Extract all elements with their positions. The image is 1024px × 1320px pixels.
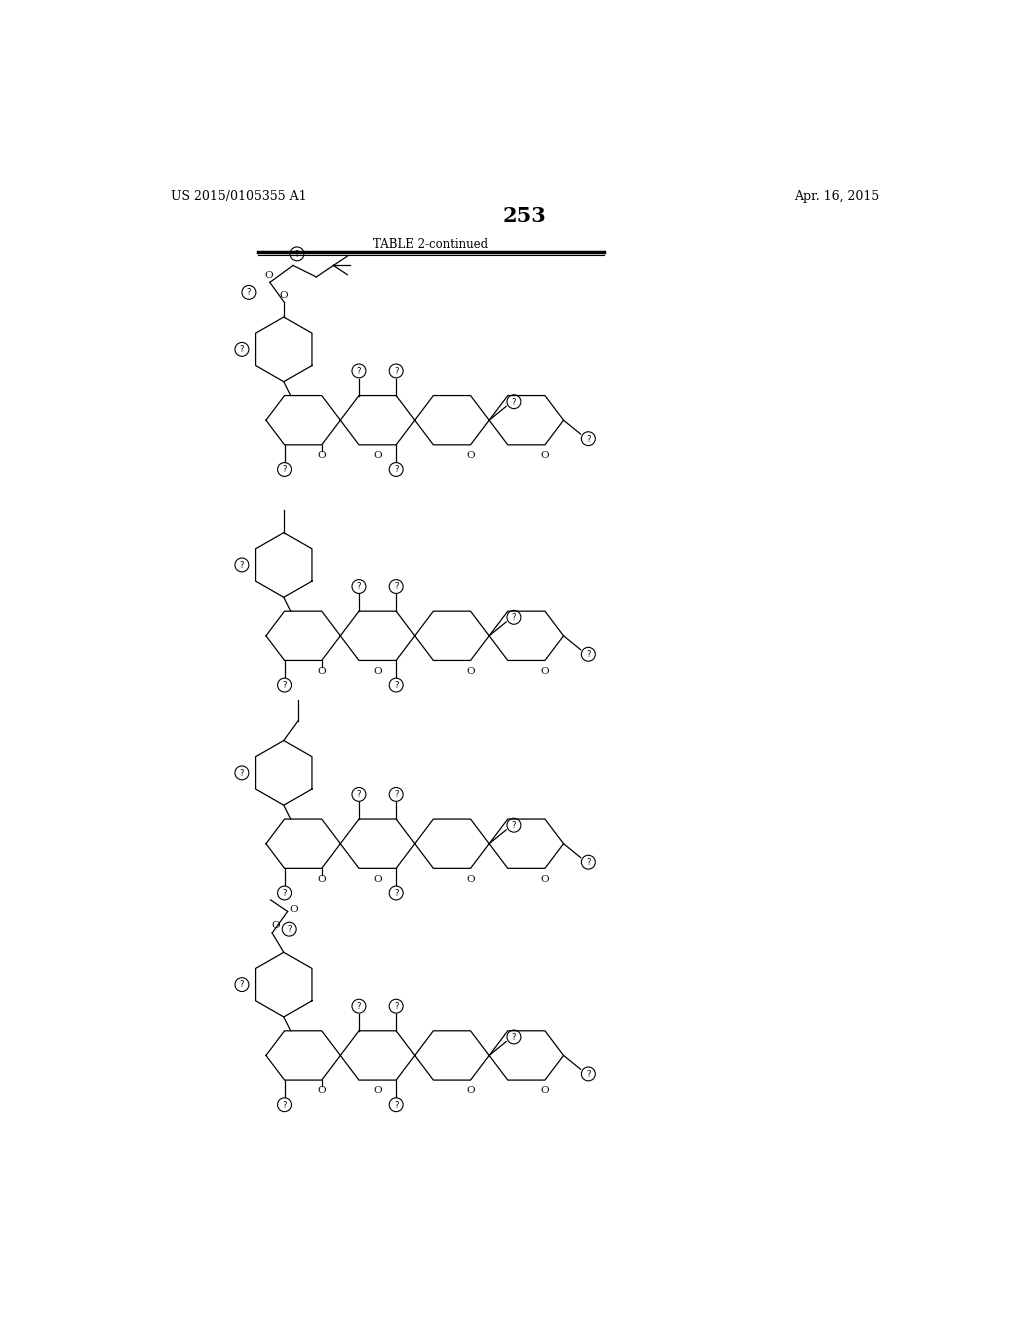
Text: US 2015/0105355 A1: US 2015/0105355 A1: [171, 190, 306, 203]
Text: ?: ?: [394, 681, 398, 690]
Text: ?: ?: [240, 346, 244, 354]
Text: O: O: [317, 875, 326, 883]
Text: O: O: [271, 921, 281, 929]
Text: ?: ?: [394, 367, 398, 376]
Text: ?: ?: [240, 981, 244, 990]
Text: ?: ?: [283, 888, 287, 898]
Text: O: O: [466, 875, 475, 883]
Text: O: O: [541, 667, 549, 676]
Text: ?: ?: [512, 821, 516, 830]
Text: ?: ?: [287, 925, 292, 935]
Text: ?: ?: [356, 367, 361, 376]
Text: TABLE 2-continued: TABLE 2-continued: [373, 238, 487, 251]
Text: 253: 253: [503, 206, 547, 226]
Text: ?: ?: [356, 582, 361, 591]
Text: ?: ?: [240, 768, 244, 777]
Text: O: O: [466, 451, 475, 461]
Text: ?: ?: [512, 397, 516, 407]
Text: O: O: [373, 875, 382, 883]
Text: O: O: [541, 1086, 549, 1096]
Text: ?: ?: [295, 249, 299, 259]
Text: ?: ?: [247, 288, 251, 297]
Text: O: O: [466, 667, 475, 676]
Text: ?: ?: [586, 1069, 591, 1078]
Text: O: O: [280, 290, 288, 300]
Text: ?: ?: [356, 791, 361, 800]
Text: ?: ?: [356, 1002, 361, 1011]
Text: O: O: [373, 451, 382, 461]
Text: O: O: [290, 906, 298, 915]
Text: ?: ?: [283, 1101, 287, 1110]
Text: O: O: [541, 451, 549, 461]
Text: ?: ?: [394, 888, 398, 898]
Text: ?: ?: [394, 1101, 398, 1110]
Text: O: O: [317, 451, 326, 461]
Text: ?: ?: [512, 614, 516, 622]
Text: O: O: [317, 667, 326, 676]
Text: ?: ?: [586, 434, 591, 444]
Text: ?: ?: [586, 858, 591, 867]
Text: Apr. 16, 2015: Apr. 16, 2015: [795, 190, 880, 203]
Text: O: O: [317, 1086, 326, 1096]
Text: ?: ?: [512, 1032, 516, 1041]
Text: O: O: [373, 667, 382, 676]
Text: O: O: [466, 1086, 475, 1096]
Text: ?: ?: [283, 681, 287, 690]
Text: O: O: [264, 271, 272, 280]
Text: O: O: [373, 1086, 382, 1096]
Text: ?: ?: [240, 561, 244, 570]
Text: ?: ?: [586, 651, 591, 659]
Text: ?: ?: [283, 466, 287, 474]
Text: ?: ?: [394, 466, 398, 474]
Text: ?: ?: [394, 582, 398, 591]
Text: O: O: [541, 875, 549, 883]
Text: ?: ?: [394, 1002, 398, 1011]
Text: ?: ?: [394, 791, 398, 800]
